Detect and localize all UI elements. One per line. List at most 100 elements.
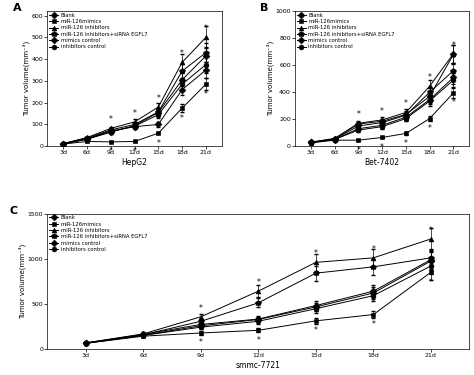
miR-126 inhibitors bbox=[132, 120, 137, 124]
Blank bbox=[451, 52, 456, 57]
Line: miR-126 inhibitors+siRNA EGFL7: miR-126 inhibitors+siRNA EGFL7 bbox=[83, 255, 434, 346]
miR-126 inhibitors bbox=[427, 84, 432, 88]
Text: *: * bbox=[204, 90, 208, 99]
miR-126 inhibitors bbox=[308, 140, 314, 144]
miR-126 inhibitors bbox=[451, 51, 456, 56]
miR-126 inhibitors bbox=[60, 141, 66, 146]
miR-126mimics bbox=[379, 135, 385, 140]
Text: *: * bbox=[428, 124, 432, 133]
Text: *: * bbox=[109, 116, 113, 124]
miR-126 inhibitors+siRNA EGFL7 bbox=[371, 265, 376, 269]
miR-126 inhibitors bbox=[108, 126, 114, 130]
miR-126 inhibitors bbox=[83, 340, 89, 345]
mimics control bbox=[332, 137, 337, 142]
inhibitors control bbox=[332, 137, 337, 142]
miR-126 inhibitors bbox=[84, 135, 90, 140]
Blank bbox=[403, 112, 409, 117]
Blank bbox=[132, 124, 137, 129]
mimics control bbox=[371, 291, 376, 295]
miR-126mimics bbox=[308, 141, 314, 145]
mimics control bbox=[427, 98, 432, 102]
miR-126mimics bbox=[313, 319, 319, 323]
miR-126mimics bbox=[108, 140, 114, 144]
Line: miR-126mimics: miR-126mimics bbox=[309, 90, 456, 145]
Line: mimics control: mimics control bbox=[309, 75, 456, 145]
Legend: Blank, miR-126mimics, miR-126 inhibitors, miR-126 inhibitors+siRNA EGFL7, mimics: Blank, miR-126mimics, miR-126 inhibitors… bbox=[48, 12, 148, 50]
inhibitors control bbox=[308, 140, 314, 145]
miR-126 inhibitors+siRNA EGFL7 bbox=[84, 136, 90, 140]
Y-axis label: Tumor volume(mm⁻³): Tumor volume(mm⁻³) bbox=[266, 41, 274, 116]
miR-126mimics bbox=[427, 116, 432, 121]
Blank bbox=[179, 87, 185, 92]
miR-126 inhibitors+siRNA EGFL7 bbox=[308, 140, 314, 145]
Text: *: * bbox=[372, 245, 375, 254]
X-axis label: smmc-7721: smmc-7721 bbox=[236, 361, 281, 370]
inhibitors control bbox=[155, 112, 161, 117]
miR-126 inhibitors bbox=[140, 332, 146, 336]
mimics control bbox=[83, 341, 89, 345]
Blank bbox=[356, 122, 361, 126]
Line: miR-126mimics: miR-126mimics bbox=[61, 82, 208, 147]
miR-126mimics bbox=[84, 139, 90, 144]
Blank bbox=[155, 122, 161, 127]
miR-126 inhibitors+siRNA EGFL7 bbox=[60, 141, 66, 146]
Text: *: * bbox=[256, 278, 260, 287]
inhibitors control bbox=[83, 341, 89, 345]
Line: miR-126 inhibitors: miR-126 inhibitors bbox=[309, 51, 456, 145]
miR-126 inhibitors bbox=[255, 289, 261, 293]
miR-126mimics bbox=[403, 131, 409, 136]
Blank bbox=[198, 322, 204, 327]
Text: *: * bbox=[314, 326, 318, 335]
inhibitors control bbox=[198, 325, 204, 329]
mimics control bbox=[179, 78, 185, 82]
Text: *: * bbox=[109, 147, 113, 156]
Text: C: C bbox=[9, 206, 18, 216]
miR-126mimics bbox=[203, 82, 209, 87]
Legend: Blank, miR-126mimics, miR-126 inhibitors, miR-126 inhibitors+siRNA EGFL7, mimics: Blank, miR-126mimics, miR-126 inhibitors… bbox=[296, 12, 395, 50]
Line: inhibitors control: inhibitors control bbox=[83, 264, 433, 346]
Blank bbox=[203, 68, 209, 72]
Line: Blank: Blank bbox=[83, 257, 433, 345]
Line: Blank: Blank bbox=[61, 68, 208, 146]
Line: mimics control: mimics control bbox=[61, 54, 208, 146]
Text: B: B bbox=[260, 3, 268, 13]
inhibitors control bbox=[451, 78, 456, 82]
miR-126 inhibitors+siRNA EGFL7 bbox=[198, 319, 204, 324]
miR-126 inhibitors+siRNA EGFL7 bbox=[179, 69, 185, 74]
Text: *: * bbox=[429, 226, 433, 235]
inhibitors control bbox=[140, 333, 146, 338]
Line: inhibitors control: inhibitors control bbox=[61, 62, 208, 146]
inhibitors control bbox=[428, 264, 434, 268]
Text: *: * bbox=[199, 338, 203, 347]
Text: *: * bbox=[372, 320, 375, 329]
miR-126 inhibitors+siRNA EGFL7 bbox=[155, 110, 161, 114]
miR-126mimics bbox=[179, 106, 185, 110]
Line: miR-126 inhibitors: miR-126 inhibitors bbox=[83, 237, 433, 345]
mimics control bbox=[313, 304, 319, 309]
mimics control bbox=[356, 126, 361, 131]
Blank bbox=[308, 140, 314, 144]
Text: *: * bbox=[133, 147, 137, 156]
miR-126mimics bbox=[451, 91, 456, 95]
miR-126 inhibitors bbox=[379, 118, 385, 122]
Text: *: * bbox=[180, 50, 184, 58]
Text: *: * bbox=[156, 139, 160, 148]
miR-126 inhibitors bbox=[371, 256, 376, 260]
miR-126 inhibitors bbox=[313, 260, 319, 265]
Text: *: * bbox=[180, 114, 184, 123]
Text: *: * bbox=[156, 94, 160, 103]
miR-126 inhibitors+siRNA EGFL7 bbox=[83, 341, 89, 345]
Text: *: * bbox=[380, 143, 384, 152]
miR-126 inhibitors+siRNA EGFL7 bbox=[379, 120, 385, 125]
Line: miR-126 inhibitors: miR-126 inhibitors bbox=[61, 35, 208, 146]
Blank bbox=[428, 257, 434, 262]
inhibitors control bbox=[84, 137, 90, 141]
Blank bbox=[313, 303, 319, 308]
Text: *: * bbox=[356, 146, 360, 154]
miR-126mimics bbox=[371, 312, 376, 317]
Text: *: * bbox=[429, 278, 433, 286]
Line: Blank: Blank bbox=[309, 52, 456, 145]
miR-126mimics bbox=[83, 341, 89, 346]
Blank bbox=[60, 141, 66, 146]
Blank bbox=[108, 129, 114, 133]
